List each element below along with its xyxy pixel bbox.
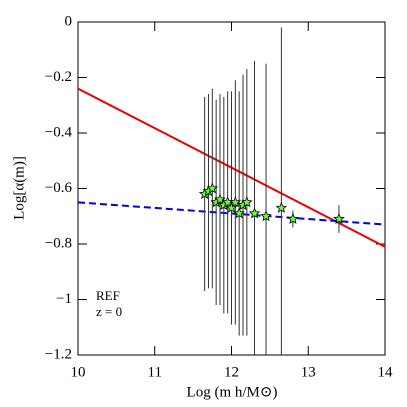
data-point xyxy=(248,207,261,219)
y-axis-label: Log[α(m)] xyxy=(11,156,27,220)
annotation: REF xyxy=(96,288,120,303)
y-tick-label: −1.2 xyxy=(45,346,72,362)
data-point xyxy=(233,207,245,219)
data-point xyxy=(260,210,272,222)
x-tick-label: 14 xyxy=(378,364,394,380)
y-tick-label: 0 xyxy=(65,13,73,29)
annotation: z = 0 xyxy=(96,304,122,319)
x-tick-label: 11 xyxy=(148,364,162,380)
data-point xyxy=(241,196,253,208)
fit-line xyxy=(78,201,385,226)
y-tick-label: −1 xyxy=(56,291,72,307)
y-tick-label: −0.8 xyxy=(45,235,72,251)
x-tick-label: 12 xyxy=(224,364,239,380)
data-point xyxy=(287,212,299,224)
x-tick-label: 13 xyxy=(301,364,316,380)
data-point xyxy=(214,193,226,205)
data-point xyxy=(229,196,242,208)
data-point xyxy=(333,212,345,224)
data-point xyxy=(275,201,288,213)
x-axis-label: Log (m h/M⊙) xyxy=(187,384,278,400)
data-point xyxy=(225,201,238,213)
plot-area xyxy=(78,27,385,355)
y-tick-label: −0.4 xyxy=(45,124,73,140)
y-tick-label: −0.6 xyxy=(45,180,73,196)
y-tick-label: −0.2 xyxy=(45,69,72,85)
x-tick-label: 10 xyxy=(71,364,86,380)
data-point xyxy=(206,182,219,194)
